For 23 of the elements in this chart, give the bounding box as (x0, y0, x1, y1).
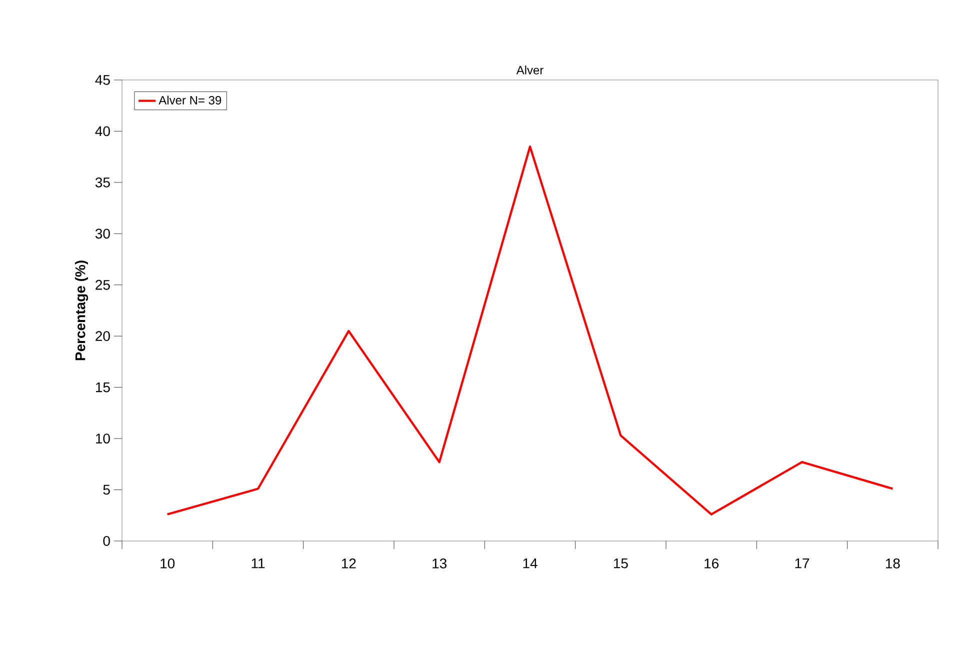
x-tick-label: 17 (795, 558, 810, 568)
x-tick-label: 15 (614, 558, 628, 568)
x-tick-label: 10 (160, 558, 175, 568)
y-tick-label: 30 (95, 228, 110, 239)
x-tick-label: 11 (252, 558, 265, 568)
x-tick-label: 13 (432, 558, 447, 568)
y-tick-label: 20 (96, 331, 110, 342)
y-axis-title: Percentage (%) (74, 260, 88, 360)
x-tick-label: 16 (704, 558, 719, 568)
legend-label: Alver N= 39 (158, 96, 222, 105)
y-tick-label: 35 (95, 177, 110, 188)
y-tick-label: 0 (103, 536, 110, 546)
chart-title: Alver (516, 66, 544, 74)
y-tick-label: 40 (95, 126, 110, 136)
y-tick-label: 5 (103, 484, 110, 495)
line-series (166, 145, 894, 516)
x-tick-label: 12 (342, 558, 356, 568)
y-tick-label: 25 (96, 280, 110, 290)
y-tick-label: 45 (95, 75, 110, 85)
y-tick-label: 10 (96, 434, 110, 444)
y-tick-label: 15 (96, 382, 110, 392)
x-tick-label: 18 (886, 558, 900, 568)
x-tick-label: 14 (523, 558, 538, 568)
